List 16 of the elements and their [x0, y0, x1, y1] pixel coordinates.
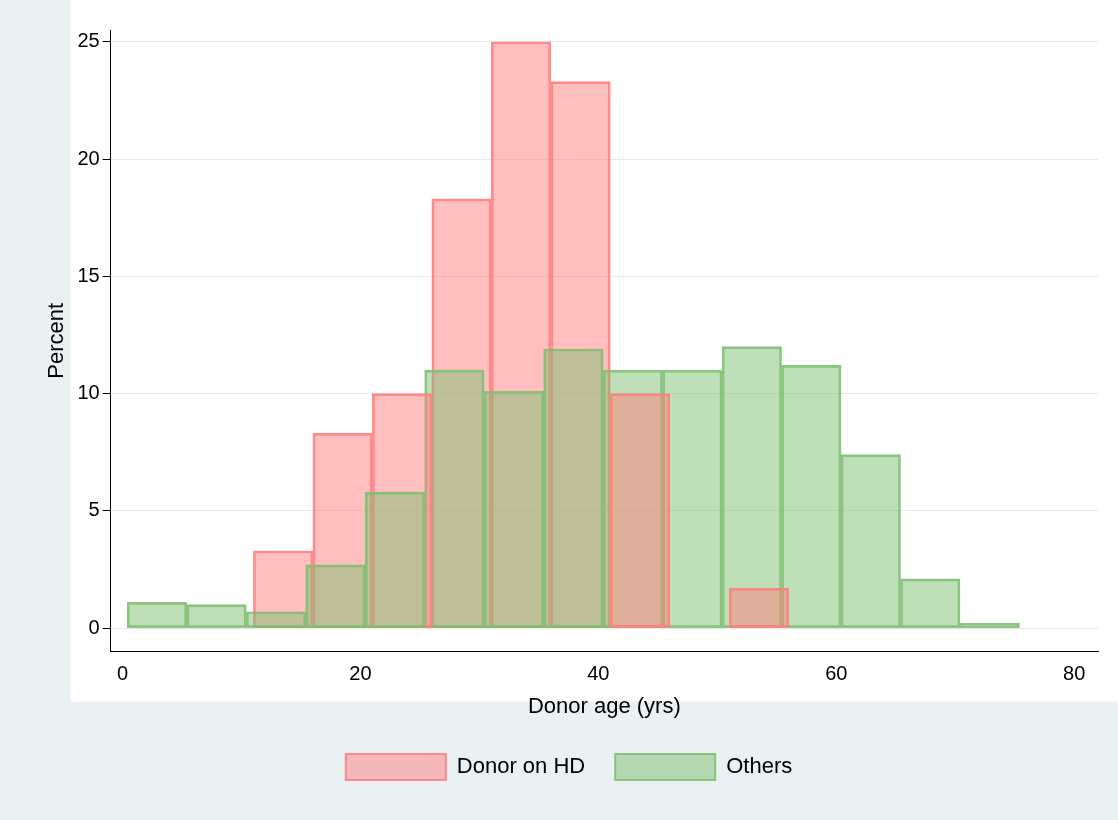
x-tick-label: 60: [825, 662, 848, 685]
x-axis-title: Donor age (yrs): [527, 692, 681, 718]
y-tick-label: 15: [77, 263, 100, 286]
y-axis-title: Percent: [43, 302, 69, 379]
x-tick-label: 80: [1063, 662, 1086, 685]
x-tick-label: 20: [349, 662, 372, 685]
y-tick-label: 20: [77, 146, 100, 169]
x-tick-label: 0: [116, 662, 129, 685]
bar: [728, 587, 790, 628]
y-tick-label: 0: [88, 615, 100, 638]
legend-label: Others: [726, 753, 793, 779]
y-tick-label: 25: [77, 29, 100, 52]
y-tick-label: 10: [77, 381, 100, 404]
legend-label: Donor on HD: [456, 753, 586, 779]
x-tick-label: 40: [587, 662, 610, 685]
y-tick-label: 5: [88, 498, 100, 521]
